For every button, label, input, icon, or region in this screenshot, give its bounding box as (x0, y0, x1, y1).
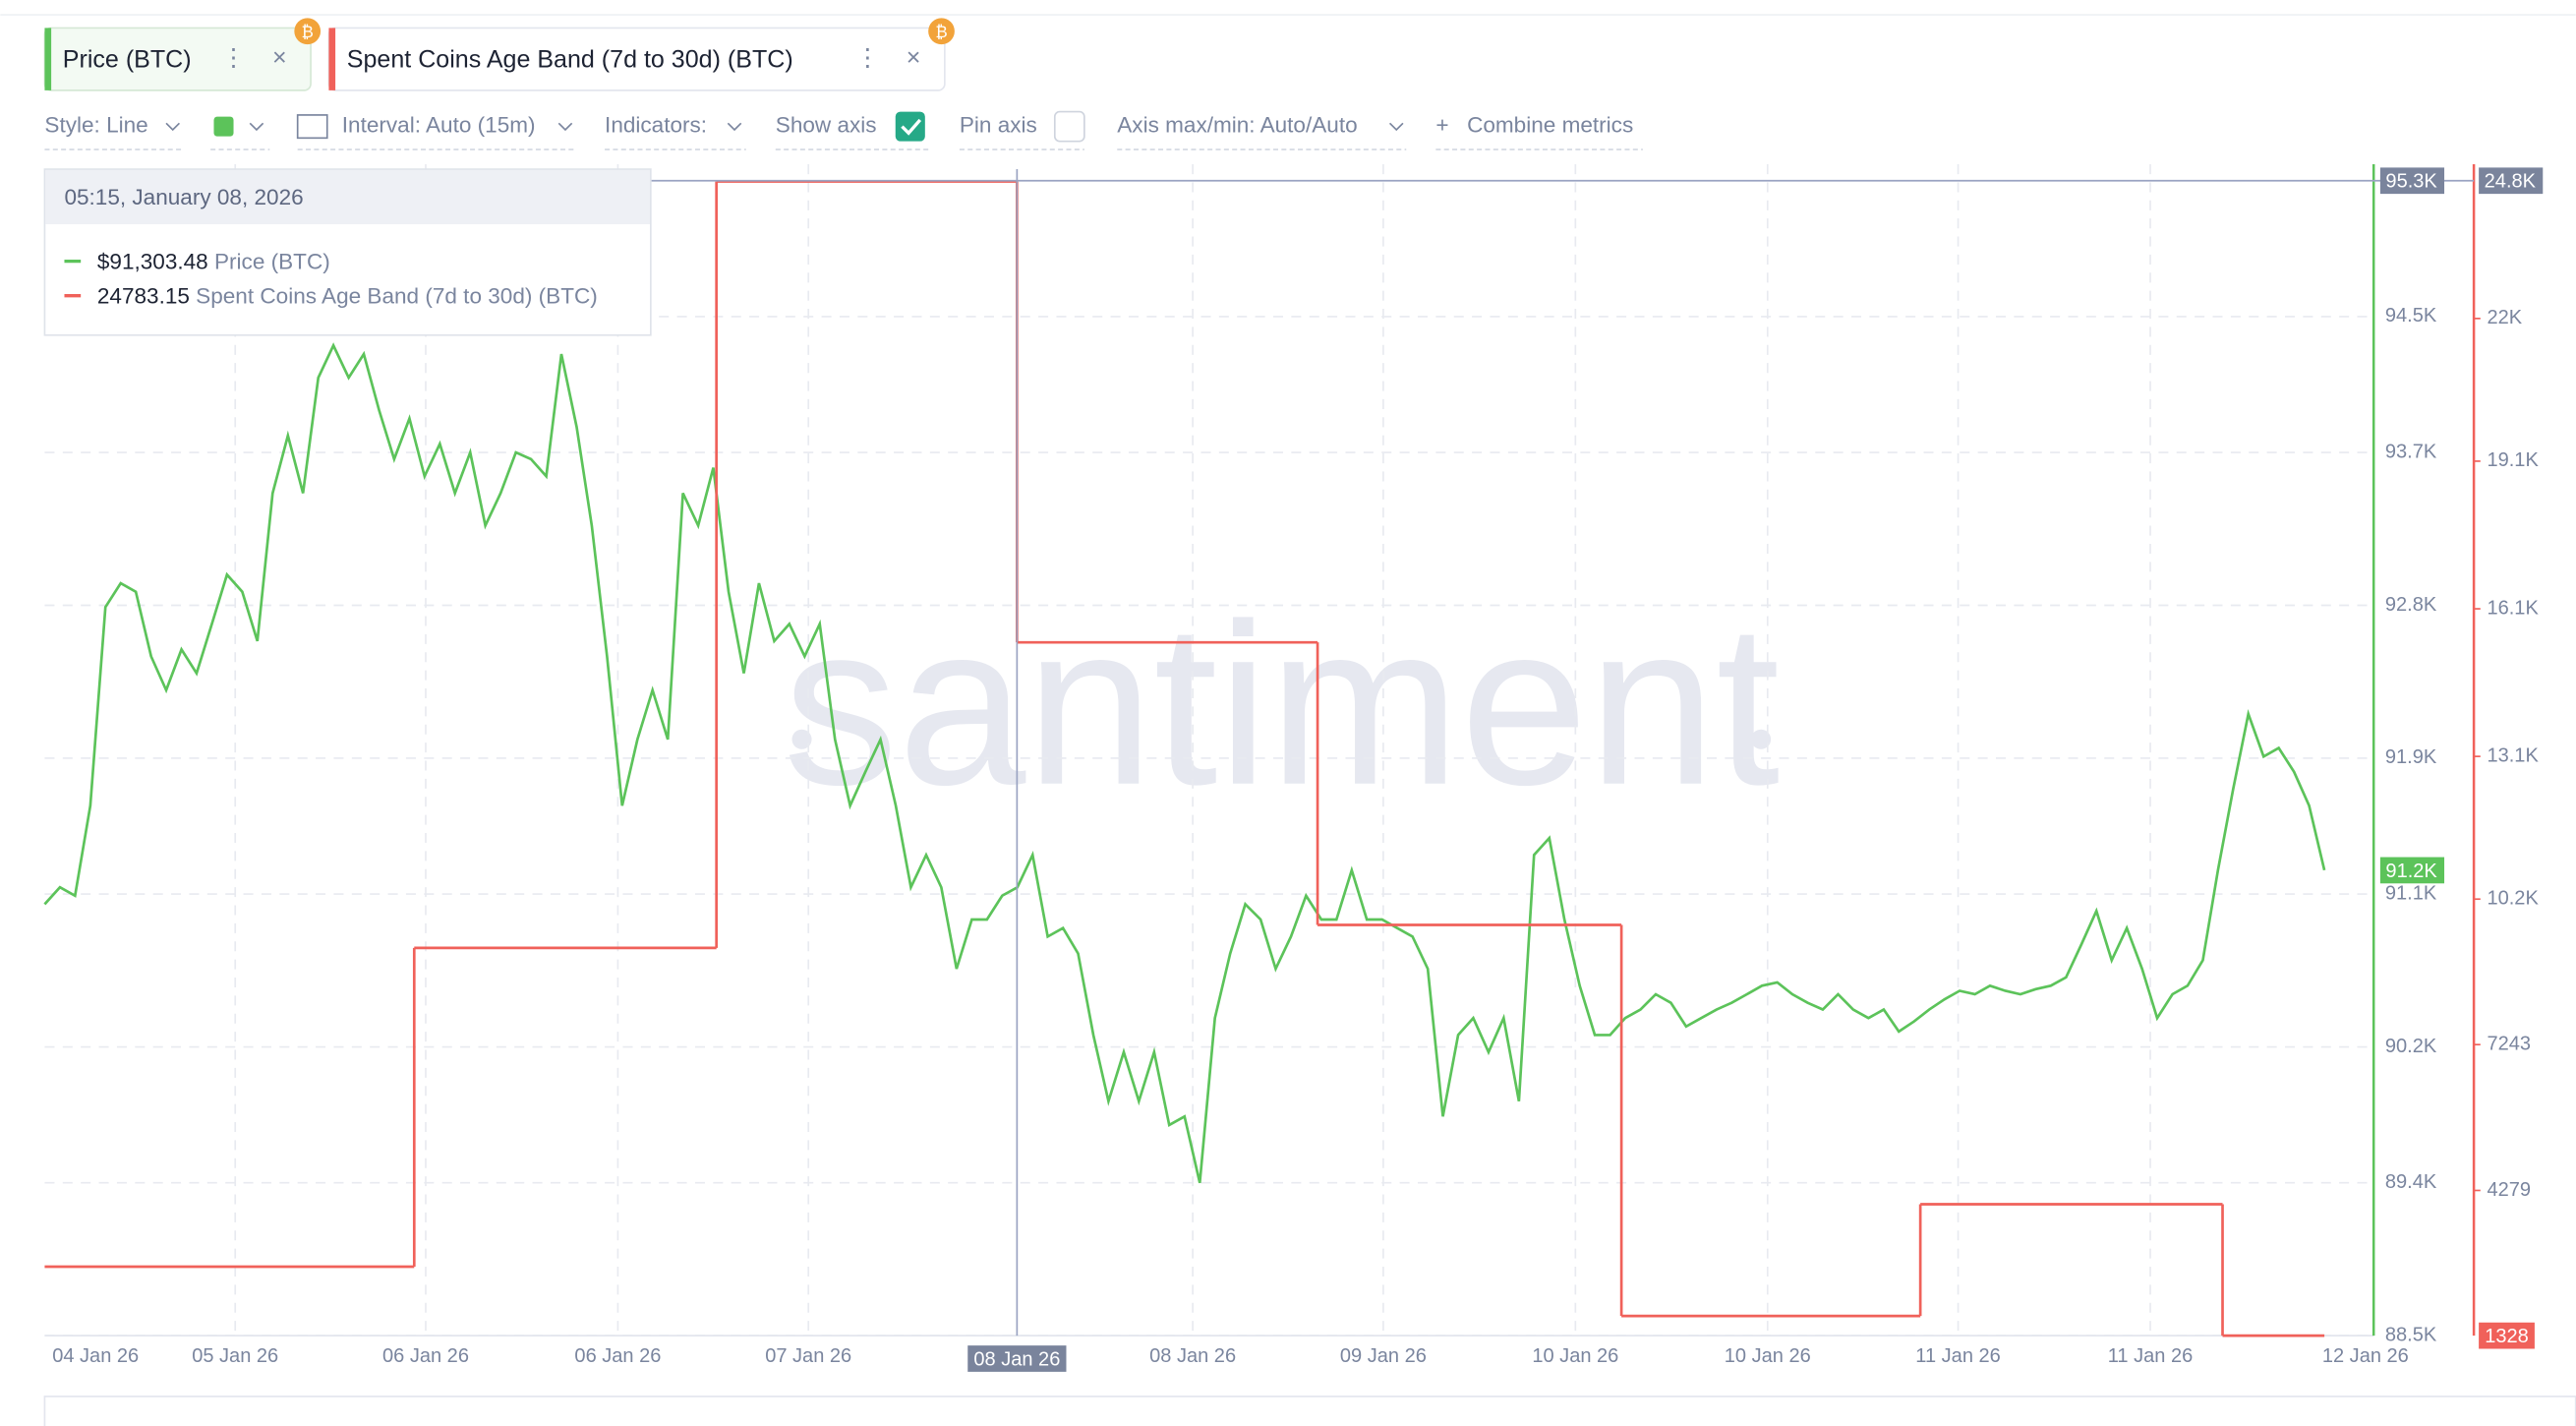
show-axis-checkbox[interactable] (895, 111, 925, 142)
svg-text:×: × (272, 44, 287, 72)
crosshair-y2-label: 24.8K (2485, 171, 2537, 193)
y-tick-label: 90.2K (2385, 1036, 2437, 1057)
svg-text:+: + (1435, 113, 1448, 138)
tab-price[interactable]: Price (BTC) ⋮ × ₿ (43, 18, 322, 91)
color-swatch[interactable] (213, 116, 234, 137)
price-line (43, 342, 2326, 1184)
y-tick-label: 94.5K (2385, 305, 2437, 327)
y2-tick-label: 16.1K (2487, 597, 2539, 619)
y-tick-label: 91.9K (2385, 746, 2437, 768)
tab-label: Price (BTC) (63, 45, 192, 73)
tooltip-name: Price (BTC) (214, 249, 330, 273)
x-tick-label: 12 Jan 26 (2322, 1345, 2409, 1367)
tab-spent-coins[interactable]: Spent Coins Age Band (7d to 30d) (BTC) ⋮… (327, 18, 955, 91)
combine-metrics-button[interactable]: Combine metrics (1467, 113, 1633, 138)
y2-tick-label: 19.1K (2487, 449, 2539, 471)
tooltip-row: $91,303.48 Price (BTC) (97, 249, 330, 273)
svg-text:×: × (907, 44, 921, 72)
tooltip-value: 24783.15 (97, 283, 190, 308)
x-tick-label: 11 Jan 26 (2108, 1345, 2194, 1367)
x-tick-label: 06 Jan 26 (574, 1345, 661, 1367)
crosshair-x-label: 08 Jan 26 (973, 1348, 1060, 1370)
y2-tick-label: 13.1K (2487, 744, 2539, 766)
crosshair-x-badge (967, 1345, 1067, 1372)
crosshair-y2-badge (2479, 167, 2544, 195)
pin-axis-label[interactable]: Pin axis (960, 113, 1037, 138)
last-value-badge (2379, 857, 2445, 884)
tooltip-name: Spent Coins Age Band (7d to 30d) (BTC) (196, 283, 598, 308)
y2-tick-label: 22K (2487, 307, 2522, 328)
y-tick-label: 93.7K (2385, 441, 2437, 462)
interval-button[interactable]: Interval: Auto (15m) (342, 113, 536, 138)
tooltip-value: $91,303.48 (97, 249, 208, 273)
navigator[interactable] (43, 1396, 2576, 1426)
svg-text:₿: ₿ (935, 23, 947, 41)
last-value-label: 91.2K (2385, 861, 2437, 882)
y-tick-label: 92.8K (2385, 594, 2437, 616)
tooltip-date: 05:15, January 08, 2026 (64, 185, 303, 209)
axis-maxmin-button[interactable]: Axis max/min: Auto/Auto (1117, 113, 1357, 138)
tooltip-row: 24783.15 Spent Coins Age Band (7d to 30d… (97, 283, 598, 308)
x-tick-label: 06 Jan 26 (382, 1345, 469, 1367)
x-tick-label: 04 Jan 26 (52, 1345, 139, 1367)
x-tick-label: 05 Jan 26 (192, 1345, 278, 1367)
pin-axis-checkbox[interactable] (1053, 110, 1085, 143)
x-tick-label: 07 Jan 26 (765, 1345, 851, 1367)
tooltip: 05:15, January 08, 2026 $91,303.48 Price… (43, 168, 652, 336)
x-tick-label: 09 Jan 26 (1340, 1345, 1427, 1367)
y2-tick-label: 7243 (2487, 1033, 2531, 1054)
x-tick-label: 10 Jan 26 (1725, 1345, 1811, 1367)
svg-text:⋮: ⋮ (855, 44, 880, 72)
show-axis-label[interactable]: Show axis (776, 113, 877, 138)
y-tick-label: 91.1K (2385, 882, 2437, 904)
y-tick-label: 88.5K (2385, 1324, 2437, 1345)
x-tick-label: 11 Jan 26 (1915, 1345, 2001, 1367)
crosshair-y-badge (2379, 167, 2445, 195)
x-tick-label: 10 Jan 26 (1532, 1345, 1618, 1367)
watermark: santiment (783, 575, 1780, 833)
svg-text:⋮: ⋮ (221, 44, 246, 72)
y2-tick-label: 10.2K (2487, 888, 2539, 910)
indicators-button[interactable]: Indicators: (605, 113, 707, 138)
y2-tick-label: 4279 (2487, 1179, 2531, 1201)
last-value-label: 1328 (2485, 1326, 2529, 1347)
tab-label: Spent Coins Age Band (7d to 30d) (BTC) (347, 45, 793, 73)
crosshair-y-label: 95.3K (2385, 171, 2437, 193)
last-value-badge (2479, 1322, 2535, 1349)
style-button[interactable]: Style: Line (44, 113, 147, 138)
y-tick-label: 89.4K (2385, 1171, 2437, 1193)
svg-text:₿: ₿ (302, 23, 314, 41)
x-tick-label: 08 Jan 26 (1149, 1345, 1236, 1367)
